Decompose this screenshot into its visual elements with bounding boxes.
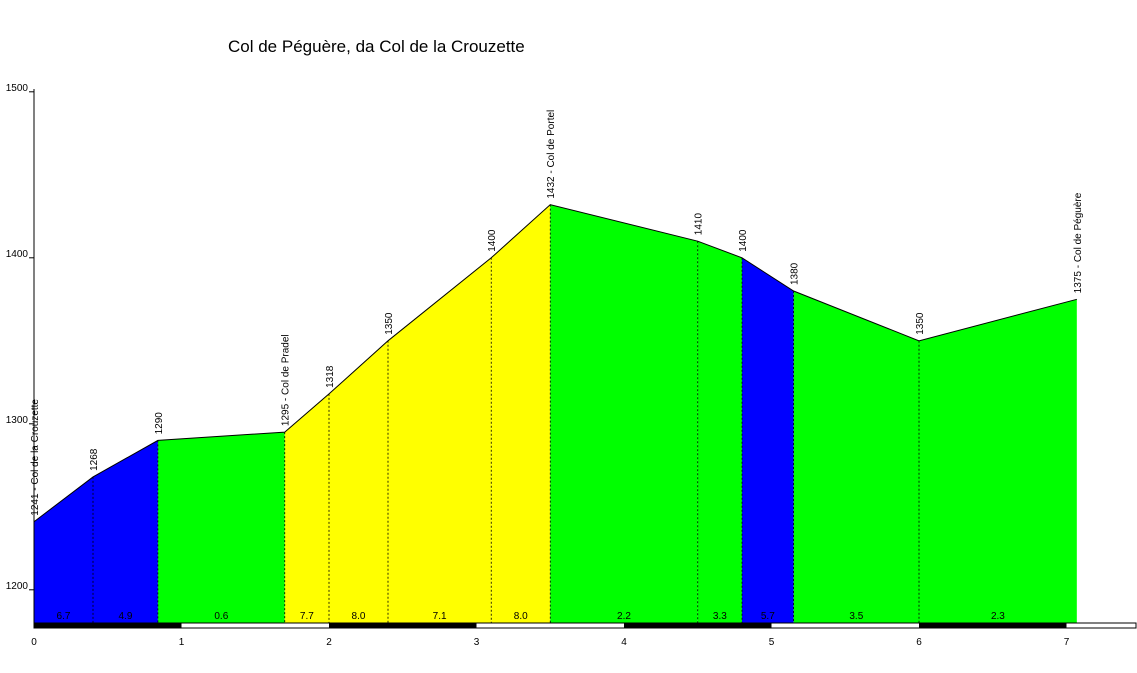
elevation-label: 1410 bbox=[694, 213, 705, 236]
profile-outline bbox=[33, 204, 1077, 623]
gradient-label: 5.7 bbox=[761, 611, 775, 622]
elevation-label: 1432 - Col de Portel bbox=[546, 110, 557, 199]
distance-bar-black bbox=[919, 623, 1067, 628]
profile-segment bbox=[491, 204, 551, 623]
x-tick-label: 4 bbox=[621, 637, 627, 648]
axes: 1200 1300 1400 1500 0 1 2 3 4 5 6 7 bbox=[6, 83, 1137, 648]
elevation-label: 1295 - Col de Pradel bbox=[281, 334, 292, 426]
y-tick-label: 1200 bbox=[6, 581, 29, 592]
gradient-label: 7.7 bbox=[300, 611, 314, 622]
elevation-label: 1400 bbox=[487, 229, 498, 252]
gradient-label: 8.0 bbox=[352, 611, 366, 622]
y-tick-label: 1500 bbox=[6, 83, 29, 94]
gradient-label: 0.6 bbox=[214, 611, 228, 622]
gradient-label: 4.9 bbox=[118, 611, 132, 622]
profile-segment bbox=[157, 432, 285, 623]
elevation-label: 1318 bbox=[325, 365, 336, 388]
profile-segment bbox=[793, 291, 919, 623]
x-tick-label: 0 bbox=[31, 637, 37, 648]
profile-segment bbox=[697, 241, 742, 623]
x-tick-label: 3 bbox=[474, 637, 480, 648]
gradient-label: 7.1 bbox=[433, 611, 447, 622]
profile-segment bbox=[919, 299, 1077, 623]
gradient-label: 8.0 bbox=[514, 611, 528, 622]
x-tick-label: 2 bbox=[326, 637, 332, 648]
y-tick-label: 1400 bbox=[6, 249, 29, 260]
profile-segment bbox=[388, 257, 492, 623]
elevation-label: 1290 bbox=[154, 412, 165, 435]
gradient-label: 3.5 bbox=[849, 611, 863, 622]
elevation-label: 1268 bbox=[89, 448, 100, 471]
x-tick-label: 1 bbox=[179, 637, 185, 648]
profile-segment bbox=[742, 257, 794, 623]
chart-title: Col de Péguère, da Col de la Crouzette bbox=[228, 37, 525, 56]
elevation-label: 1241 - Col de la Crouzette bbox=[30, 399, 41, 516]
x-tick-label: 6 bbox=[916, 637, 922, 648]
y-tick-label: 1300 bbox=[6, 415, 29, 426]
gradient-label: 3.3 bbox=[713, 611, 727, 622]
profile-segment bbox=[550, 204, 698, 623]
distance-bar-black bbox=[329, 623, 477, 628]
x-tick-label: 5 bbox=[769, 637, 775, 648]
elevation-label: 1400 bbox=[738, 229, 749, 252]
gradient-label: 2.3 bbox=[991, 611, 1005, 622]
profile-segment bbox=[329, 340, 388, 623]
elevation-label: 1350 bbox=[384, 312, 395, 335]
elevation-label: 1350 bbox=[915, 312, 926, 335]
profile-segment bbox=[34, 476, 93, 623]
gradient-labels: 6.7 4.9 0.6 7.7 8.0 7.1 8.0 2.2 3.3 5.7 3.5 2.3 bbox=[57, 611, 1006, 622]
distance-bar-black bbox=[34, 623, 182, 628]
elevation-label: 1380 bbox=[790, 262, 801, 285]
profile-segment bbox=[93, 440, 158, 623]
gradient-label: 2.2 bbox=[617, 611, 631, 622]
x-tick-label: 7 bbox=[1064, 637, 1070, 648]
elevation-label: 1375 - Col de Péguère bbox=[1073, 192, 1084, 293]
distance-bar-black bbox=[624, 623, 772, 628]
profile-segment bbox=[284, 393, 329, 623]
profile-areas bbox=[34, 204, 1077, 623]
gradient-label: 6.7 bbox=[57, 611, 71, 622]
elevation-labels: 1241 - Col de la Crouzette 1268 1290 1295 -… bbox=[30, 110, 1084, 516]
profile-line bbox=[33, 204, 1077, 523]
